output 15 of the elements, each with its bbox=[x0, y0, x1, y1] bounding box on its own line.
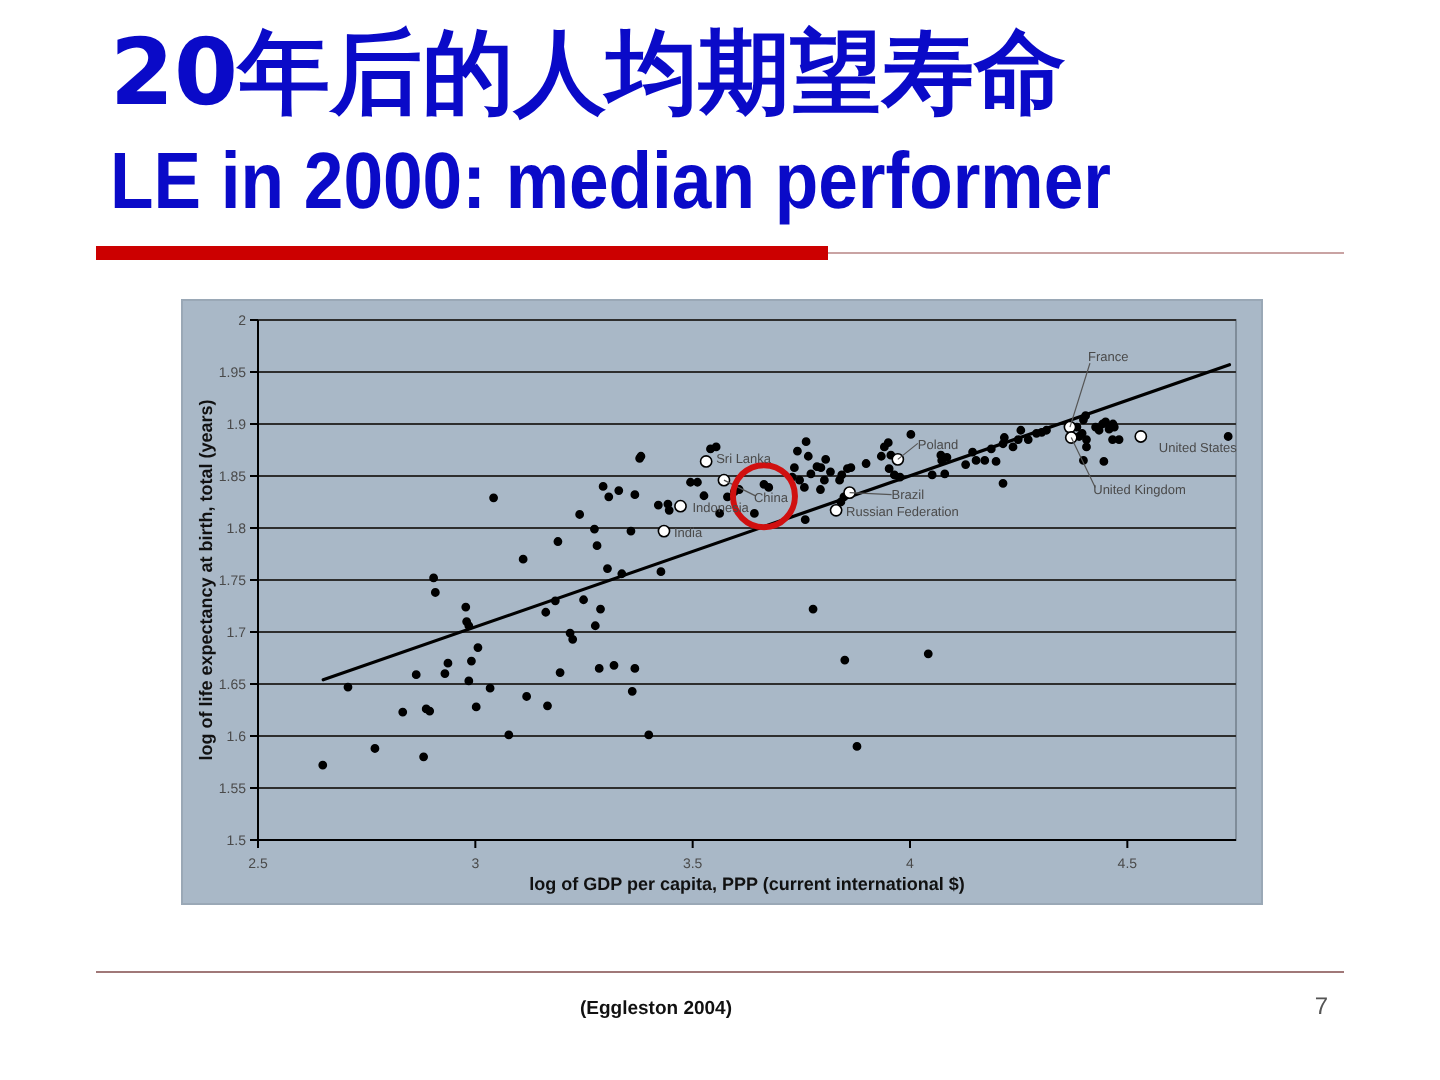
point bbox=[829, 503, 843, 517]
text: 7 bbox=[1314, 992, 1329, 1020]
point bbox=[891, 452, 905, 466]
point bbox=[699, 455, 713, 468]
point bbox=[717, 473, 731, 487]
point bbox=[843, 486, 856, 500]
point bbox=[1064, 431, 1078, 444]
text: (Eggleston 2004) bbox=[579, 998, 733, 1020]
point bbox=[657, 524, 671, 538]
point bbox=[674, 499, 687, 513]
point bbox=[1134, 430, 1148, 443]
y-axis-title: log of life expectancy at birth, total (years) bbox=[196, 399, 216, 761]
x-axis-title: log of GDP per capita, PPP (current international $) bbox=[529, 874, 965, 894]
chart-title: 20年后的人均期望寿命 bbox=[110, 18, 1067, 126]
chart-subtitle: LE in 2000: median performer bbox=[110, 138, 1112, 228]
